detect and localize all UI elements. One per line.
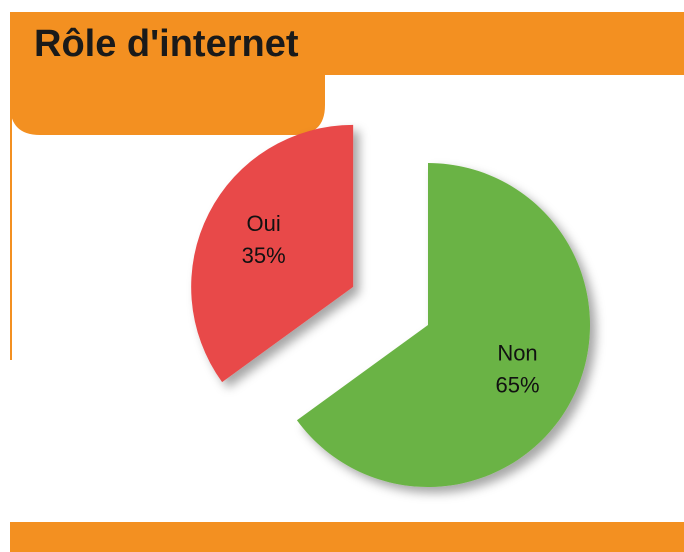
side-line <box>10 75 12 360</box>
footer-bar <box>10 522 684 552</box>
labels: Non 65% Oui 35% <box>242 211 540 397</box>
header-bar <box>10 12 684 75</box>
slice-value-label: 65% <box>495 372 539 397</box>
slice-label: Non <box>497 340 537 365</box>
chart-title: Rôle d'internet <box>34 23 299 65</box>
pie-slice <box>191 124 354 383</box>
header-tab <box>10 75 325 135</box>
pie-slice <box>296 163 590 488</box>
slice-label: Oui <box>247 211 281 236</box>
pie <box>191 124 590 488</box>
slice-value-label: 35% <box>242 243 286 268</box>
